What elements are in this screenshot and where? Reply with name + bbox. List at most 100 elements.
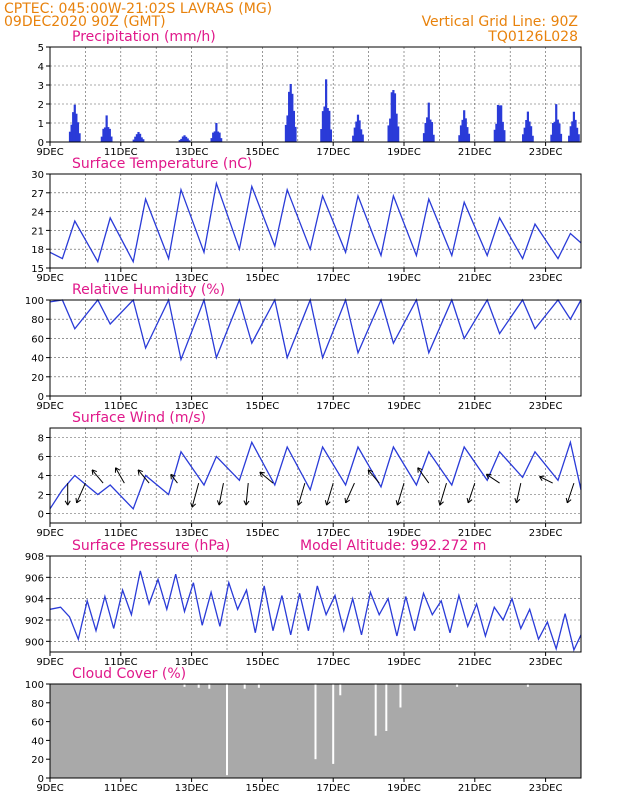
precip-bar xyxy=(500,105,503,142)
header-line-1: CPTEC: 045:00W-21:02S LAVRAS (MG) xyxy=(4,1,272,17)
wind-arrowhead xyxy=(344,497,351,504)
x-tick-label: 19DEC xyxy=(387,147,421,158)
x-tick-label: 23DEC xyxy=(529,147,563,158)
x-tick-label: 11DEC xyxy=(104,657,138,668)
wind-vector xyxy=(191,482,200,508)
y-tick-label: 900 xyxy=(25,637,44,648)
precip-bar xyxy=(426,117,429,142)
y-tick-label: 21 xyxy=(31,226,44,237)
precip-bar xyxy=(107,127,110,142)
y-tick-label: 60 xyxy=(31,718,44,729)
y-tick-label: 100 xyxy=(25,296,44,307)
precip-bar xyxy=(135,134,139,142)
cloud-gap xyxy=(339,684,342,696)
precip-bar xyxy=(105,115,108,142)
x-tick-label: 19DEC xyxy=(387,401,421,412)
precip-bar xyxy=(210,138,213,142)
precip-bar xyxy=(526,111,529,142)
y-tick-label: 100 xyxy=(25,680,44,691)
precip-bar xyxy=(432,134,435,142)
wind-arrowhead xyxy=(395,500,402,506)
x-tick-label: 11DEC xyxy=(104,147,138,158)
precip-bar xyxy=(76,122,80,142)
precip-bar xyxy=(523,127,526,142)
precip-bar xyxy=(220,138,223,142)
precip-bar xyxy=(493,129,496,142)
precip-bar xyxy=(458,135,461,142)
model-altitude-label: Model Altitude: 992.272 m xyxy=(300,538,486,554)
wind-vector xyxy=(515,482,522,504)
x-tick-label: 13DEC xyxy=(175,783,209,794)
cloud-panel: 0 20 40 60 80 100 9DEC 11DEC 13DEC 15DEC 17DEC 19DE… xyxy=(25,666,582,794)
wind-line xyxy=(49,439,582,510)
wind-arrowhead xyxy=(243,500,250,506)
wind-vector xyxy=(396,482,405,506)
x-tick-label: 21DEC xyxy=(458,147,492,158)
precip-panel: 0 1 2 3 4 5 9DEC 11DEC 13DEC 15DEC 17DEC 19DEC 21DEC… xyxy=(36,29,582,158)
wind-arrowhead xyxy=(137,469,144,475)
y-tick-label: 8 xyxy=(38,434,44,445)
x-tick-label: 19DEC xyxy=(387,783,421,794)
cloud-gap xyxy=(399,684,402,708)
precip-bar xyxy=(284,124,288,142)
y-tick-label: 6 xyxy=(38,453,44,464)
wind-vector xyxy=(345,482,355,504)
precip-bar xyxy=(522,134,525,142)
x-tick-label: 9DEC xyxy=(36,657,63,668)
precip-bar xyxy=(73,104,76,142)
precip-bar xyxy=(389,118,392,142)
x-tick-label: 15DEC xyxy=(246,528,280,539)
precip-bar xyxy=(356,114,360,142)
wind-vector xyxy=(218,483,224,506)
cloud-gap xyxy=(385,684,388,731)
y-tick-label: 20 xyxy=(31,755,44,766)
x-tick-label: 17DEC xyxy=(316,657,350,668)
y-tick-label: 5 xyxy=(38,43,44,54)
y-tick-label: 0 xyxy=(38,138,44,149)
y-tick-label: 908 xyxy=(25,552,44,563)
precip-bar xyxy=(286,115,289,142)
precip-bar xyxy=(553,121,556,142)
x-tick-label: 23DEC xyxy=(529,783,563,794)
panels: 0 1 2 3 4 5 9DEC 11DEC 13DEC 15DEC 17DEC 19DEC 21DEC… xyxy=(25,29,582,794)
cloud-gap xyxy=(197,684,200,688)
x-tick-label: 13DEC xyxy=(175,528,209,539)
x-tick-label: 15DEC xyxy=(246,401,280,412)
x-tick-label: 11DEC xyxy=(104,401,138,412)
wind-arrowhead xyxy=(190,502,197,508)
precip-bar xyxy=(325,79,328,142)
wind-vector xyxy=(137,469,150,484)
wind-arrowhead xyxy=(367,469,374,475)
precip-bar xyxy=(70,124,73,142)
x-tick-label: 9DEC xyxy=(36,783,63,794)
model-code: TQ0126L028 xyxy=(487,29,578,45)
rh-line xyxy=(49,297,582,362)
wind-vector xyxy=(367,469,380,484)
x-tick-label: 13DEC xyxy=(175,401,209,412)
precip-bar xyxy=(525,120,528,142)
wind-arrowhead xyxy=(539,475,545,481)
precip-bar xyxy=(466,127,469,142)
precip-bar xyxy=(180,138,183,142)
x-tick-label: 9DEC xyxy=(36,528,63,539)
y-tick-label: 1 xyxy=(38,119,44,130)
precip-bar xyxy=(183,135,186,142)
y-tick-label: 0 xyxy=(38,392,44,403)
precip-bar xyxy=(495,123,498,142)
precip-bar xyxy=(110,136,113,142)
precip-bar xyxy=(108,128,111,142)
precip-bar xyxy=(132,139,135,142)
x-tick-label: 11DEC xyxy=(104,273,138,284)
y-tick-label: 4 xyxy=(38,62,44,73)
y-tick-label: 0 xyxy=(38,510,44,521)
wind-arrowhead xyxy=(64,500,71,506)
x-tick-label: 13DEC xyxy=(175,147,209,158)
precip-bar xyxy=(102,128,105,142)
wind-vector xyxy=(245,483,249,506)
precip-bar xyxy=(291,93,294,142)
precip-bar xyxy=(142,139,145,142)
wind-vector xyxy=(91,469,104,484)
precip-bar xyxy=(289,83,292,142)
y-tick-label: 904 xyxy=(25,595,44,606)
rh-frame xyxy=(49,299,582,397)
